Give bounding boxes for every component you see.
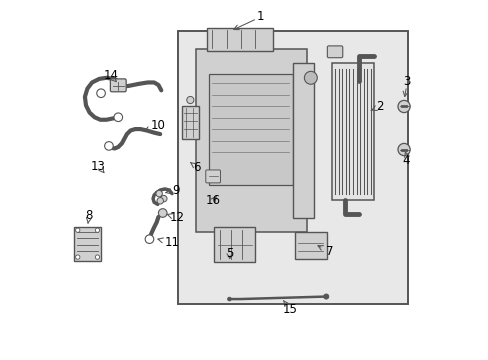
Bar bbox=[196, 49, 306, 232]
Circle shape bbox=[145, 235, 153, 243]
FancyBboxPatch shape bbox=[205, 170, 220, 183]
Circle shape bbox=[304, 71, 317, 84]
Circle shape bbox=[76, 228, 80, 232]
Circle shape bbox=[397, 143, 409, 156]
Text: 7: 7 bbox=[317, 245, 333, 258]
Bar bbox=[332, 63, 373, 200]
Bar bbox=[178, 31, 407, 304]
Circle shape bbox=[114, 113, 122, 122]
Text: 9: 9 bbox=[165, 184, 179, 197]
Text: 14: 14 bbox=[103, 69, 119, 82]
Text: 13: 13 bbox=[91, 160, 105, 173]
Circle shape bbox=[104, 141, 113, 150]
Circle shape bbox=[76, 255, 80, 259]
Text: 5: 5 bbox=[225, 247, 233, 260]
Circle shape bbox=[323, 294, 328, 299]
Circle shape bbox=[158, 209, 167, 217]
Circle shape bbox=[227, 297, 231, 301]
Bar bbox=[182, 107, 199, 139]
Text: 4: 4 bbox=[402, 154, 409, 167]
Circle shape bbox=[160, 195, 167, 202]
Text: 2: 2 bbox=[370, 100, 383, 113]
Bar bbox=[208, 74, 292, 185]
Circle shape bbox=[157, 198, 163, 204]
Bar bbox=[214, 226, 255, 262]
Text: 6: 6 bbox=[190, 161, 201, 174]
Bar bbox=[294, 232, 326, 259]
Text: 1: 1 bbox=[256, 10, 264, 23]
FancyBboxPatch shape bbox=[110, 79, 126, 92]
Text: 10: 10 bbox=[144, 119, 165, 132]
Circle shape bbox=[97, 89, 105, 98]
Text: 16: 16 bbox=[205, 194, 220, 207]
Circle shape bbox=[156, 190, 162, 197]
Circle shape bbox=[95, 228, 100, 232]
Circle shape bbox=[95, 255, 100, 259]
Circle shape bbox=[186, 96, 194, 104]
Text: 3: 3 bbox=[402, 75, 409, 88]
FancyBboxPatch shape bbox=[326, 46, 342, 58]
Bar bbox=[292, 63, 314, 218]
Text: 15: 15 bbox=[283, 301, 297, 316]
Text: 11: 11 bbox=[158, 236, 179, 249]
Bar bbox=[74, 226, 101, 261]
Circle shape bbox=[397, 100, 409, 113]
Text: 8: 8 bbox=[84, 209, 92, 222]
Text: 12: 12 bbox=[166, 211, 184, 224]
Bar bbox=[206, 28, 273, 51]
